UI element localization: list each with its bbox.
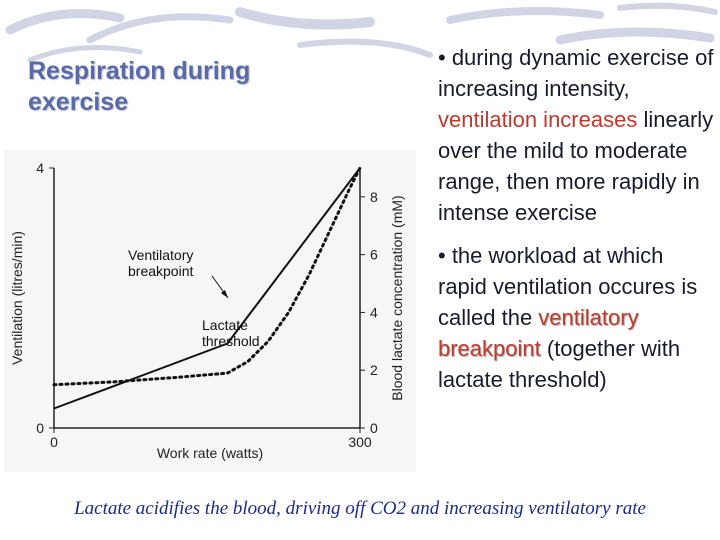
y-right-tick-label: 0: [370, 420, 378, 436]
annotation-ventilatory-breakpoint: Ventilatory breakpoint: [128, 247, 193, 279]
annotation-line: breakpoint: [128, 263, 193, 279]
x-tick-label: 0: [50, 434, 58, 450]
x-tick-label: 300: [348, 434, 372, 450]
bullet-highlight: ventilation increases: [438, 107, 638, 132]
y-right-tick-label: 6: [370, 247, 378, 263]
slide-caption: Lactate acidifies the blood, driving off…: [74, 498, 646, 519]
annotation-arrowhead: [221, 290, 228, 298]
y-left-tick-label: 4: [36, 160, 44, 176]
slide-title: Respiration during exercise: [28, 57, 251, 116]
x-axis-label: Work rate (watts): [157, 445, 263, 461]
bullet-list: • during dynamic exercise of increasing …: [438, 42, 718, 407]
y-left-tick-label: 0: [36, 420, 44, 436]
annotation-line: threshold: [202, 333, 260, 349]
y-right-tick-label: 4: [370, 304, 378, 320]
y-right-tick-label: 2: [370, 362, 378, 378]
y-axis-right-label: Blood lactate concentration (mM): [389, 195, 405, 400]
y-axis-left-label: Ventilation (litres/min): [9, 231, 25, 365]
bullet-text-before: • during dynamic exercise of increasing …: [438, 45, 714, 101]
bullet-highlight: ventilatory breakpoint: [438, 305, 639, 361]
bullet-text-before: • the workload at which rapid ventilatio…: [438, 243, 698, 330]
ventilation-solid-line: [53, 167, 361, 410]
annotation-line: Lactate: [202, 317, 248, 333]
annotation-line: Ventilatory: [128, 247, 193, 263]
bullet-item: • during dynamic exercise of increasing …: [438, 42, 718, 228]
bullet-text-after: (together with lactate threshold): [438, 336, 681, 392]
lactate-dotted-line: [52, 166, 362, 387]
bullet-item: • the workload at which rapid ventilatio…: [438, 240, 718, 395]
y-right-tick-label: 8: [370, 189, 378, 205]
annotation-lactate-threshold: Lactate threshold: [202, 317, 260, 349]
bullet-text-after: linearly over the mild to moderate range…: [438, 107, 714, 225]
chart-background: [4, 150, 416, 472]
